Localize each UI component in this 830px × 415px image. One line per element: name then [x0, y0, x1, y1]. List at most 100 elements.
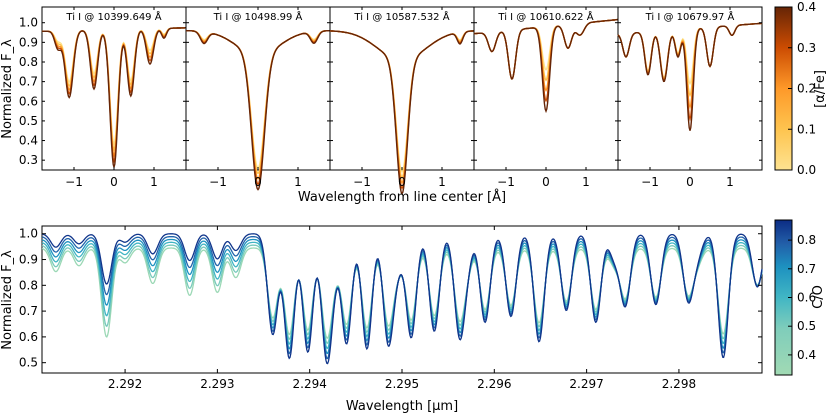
panel-4-line-alpha-0.4: [473, 18, 618, 114]
bottom-colorbar-tick-label: 0.4: [797, 348, 816, 362]
panel-1-line-alpha-0.1: [41, 27, 186, 152]
panel-3-line-alpha-0.2: [330, 30, 474, 185]
top-ytick-label: 0.3: [19, 153, 38, 167]
top-xtick-label: 0: [254, 175, 262, 189]
bottom-panel-lines: [41, 233, 763, 365]
panel-3-frame: [329, 6, 475, 171]
bottom-colorbar-tick-label: 0.5: [797, 319, 816, 333]
top-colorbar-tick-label: 0.0: [797, 163, 816, 177]
top-ytick-label: 0.5: [19, 114, 38, 128]
panel-1-title: Ti I @ 10399.649 Å: [65, 10, 161, 23]
bottom-ytick-label: 0.5: [19, 356, 38, 370]
top-ytick-label: 0.8: [19, 55, 38, 69]
bottom-x-axis: 2.292 2.293 2.294 2.295 2.296 2.297 2.298: [108, 226, 696, 391]
top-ytick-label: 0.7: [19, 75, 38, 89]
top-xtick-label: −1: [641, 175, 659, 189]
panel-4-line-alpha-0: [473, 18, 618, 80]
top-xtick-label: 1: [438, 175, 446, 189]
bottom-row: 0.50.60.70.80.91.0 2.292 2.293 2.294 2.295 2…: [0, 219, 826, 414]
bottom-xtick-label: 2.298: [662, 377, 696, 391]
top-colorbar-label: [α/Fe]: [813, 70, 828, 108]
bottom-y-axis-label: Normalized F_λ: [0, 250, 15, 350]
bottom-colorbar-tick-label: 0.8: [797, 233, 816, 247]
bottom-x-axis-label: Wavelength [μm]: [346, 399, 458, 414]
top-y-axis-label: Normalized F_λ: [0, 39, 15, 139]
panel-5-lines: [617, 22, 763, 131]
panel-3-line-alpha-0.3: [330, 30, 474, 190]
top-row: Ti I @ 10399.649 Å Ti I @ 10498.99 Å Ti …: [0, 0, 828, 205]
bottom-ytick-label: 0.6: [19, 330, 38, 344]
panel-4: Ti I @ 10610.622 Å: [473, 6, 619, 171]
top-ytick-label: 0.6: [19, 94, 38, 108]
top-x-axis-label: Wavelength from line center [Å]: [298, 189, 506, 205]
panel-4-line-alpha-0.3: [473, 18, 618, 103]
bottom-xtick-label: 2.294: [293, 377, 327, 391]
bottom-y-axis: 0.5 0.6 0.7 0.8 0.9 1.0: [19, 227, 762, 370]
top-ytick-label: 0.4: [19, 134, 38, 148]
panel-1: Ti I @ 10399.649 Å: [41, 6, 187, 171]
panel-1-frame: [41, 6, 187, 171]
top-xtick-label: 0: [686, 175, 694, 189]
top-xtick-label: −1: [353, 175, 371, 189]
bottom-xtick-label: 2.292: [108, 377, 142, 391]
panel-2-line-alpha-0.4: [186, 30, 330, 191]
top-xtick-label: −1: [497, 175, 515, 189]
panel-2-lines: [186, 30, 330, 191]
top-xtick-label: 0: [398, 175, 406, 189]
bottom-xtick-label: 2.297: [569, 377, 603, 391]
bottom-line-co-0.85: [41, 233, 763, 365]
bottom-xtick-label: 2.296: [477, 377, 511, 391]
panel-5-line-alpha-0: [617, 22, 763, 86]
panel-2-line-alpha-0.3: [186, 30, 330, 186]
panel-2-line-alpha-0.1: [186, 30, 330, 175]
top-xtick-label: −1: [209, 175, 227, 189]
panel-3-line-alpha-0: [330, 30, 474, 174]
panel-3: Ti I @ 10587.532 Å: [329, 6, 475, 196]
panel-1-line-alpha-0.3: [41, 27, 186, 164]
top-colorbar-tick-label: 0.3: [797, 41, 816, 55]
top-xtick-label: 1: [150, 175, 158, 189]
top-ytick-label: 0.9: [19, 35, 38, 49]
panel-3-line-alpha-0.1: [330, 30, 474, 179]
panel-5: Ti I @ 10679.97 Å: [617, 6, 763, 171]
panel-3-title: Ti I @ 10587.532 Å: [353, 10, 449, 23]
panel-2: Ti I @ 10498.99 Å: [185, 6, 331, 191]
panel-5-frame: [617, 6, 763, 171]
bottom-xtick-label: 2.295: [385, 377, 419, 391]
bottom-colorbar-tick-label: 0.6: [797, 291, 816, 305]
top-colorbar-tick-label: 0.4: [797, 0, 816, 14]
top-xtick-label: −1: [65, 175, 83, 189]
panel-4-frame: [473, 6, 619, 171]
panel-2-line-alpha-0: [186, 30, 330, 170]
top-xtick-label: 1: [726, 175, 734, 189]
panel-1-lines: [41, 27, 186, 170]
panel-2-frame: [185, 6, 331, 171]
panel-3-lines: [330, 30, 474, 196]
panel-1-line-alpha-0: [41, 27, 186, 146]
top-ytick-label: 1.0: [19, 16, 38, 30]
panel-4-title: Ti I @ 10610.622 Å: [497, 10, 593, 23]
top-colorbar-ticks: 0.0 0.1 0.2 0.3 0.4: [788, 0, 816, 177]
panel-1-line-alpha-0.2: [41, 27, 186, 158]
panel-2-line-alpha-0.2: [186, 30, 330, 180]
top-colorbar-tick-label: 0.1: [797, 122, 816, 136]
bottom-colorbar-tick-label: 0.7: [797, 262, 816, 276]
top-xtick-label: 1: [294, 175, 302, 189]
panel-3-line-alpha-0.4: [330, 30, 474, 196]
top-y-axis: 0.3 0.4 0.5 0.6 0.7 0.8 0.9 1.0: [19, 16, 762, 167]
bottom-ytick-label: 0.9: [19, 253, 38, 267]
panel-2-title: Ti I @ 10498.99 Å: [213, 10, 303, 23]
top-xtick-label: 1: [582, 175, 590, 189]
bottom-ytick-label: 1.0: [19, 227, 38, 241]
bottom-ytick-label: 0.7: [19, 304, 38, 318]
panel-5-line-alpha-0.3: [617, 22, 763, 122]
panel-5-line-alpha-0.4: [617, 22, 763, 131]
bottom-xtick-label: 2.293: [200, 377, 234, 391]
top-xtick-label: 0: [542, 175, 550, 189]
bottom-ytick-label: 0.8: [19, 278, 38, 292]
top-xtick-label: 0: [110, 175, 118, 189]
panel-4-line-alpha-0.1: [473, 18, 618, 82]
bottom-colorbar-label: C/O: [811, 285, 826, 309]
top-x-axis: −1 −1 −1 −1 −1 0 0 0 0 0 1 1 1 1 1: [65, 7, 734, 189]
